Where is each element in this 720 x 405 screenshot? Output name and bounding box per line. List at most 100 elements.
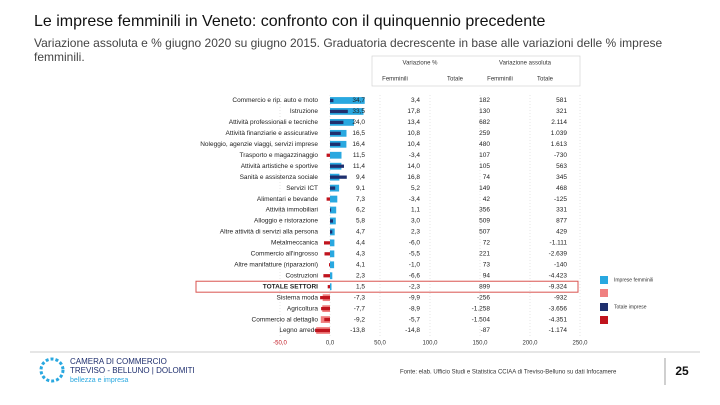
value-label: 9,4 bbox=[356, 174, 365, 181]
table-cell: -1.258 bbox=[472, 305, 491, 312]
category-label: Alloggio e ristorazione bbox=[254, 218, 318, 225]
table-cell: 480 bbox=[479, 141, 490, 148]
category-label: Sistema moda bbox=[276, 294, 318, 301]
value-label: -9,2 bbox=[354, 316, 366, 323]
value-label: 4,4 bbox=[356, 240, 365, 247]
table-cell: -256 bbox=[477, 294, 490, 301]
bar bbox=[330, 142, 341, 146]
table-cell: 877 bbox=[556, 218, 567, 225]
x-tick-label: 150,0 bbox=[472, 341, 488, 347]
legend-label: Imprese femminili bbox=[614, 277, 653, 283]
table-cell: 1.613 bbox=[551, 141, 568, 148]
category-label: Trasporto e magazzinaggio bbox=[239, 152, 318, 159]
value-label: -2,3 bbox=[409, 283, 421, 290]
bar bbox=[330, 228, 335, 236]
column-header: Femminili bbox=[487, 77, 513, 83]
bar bbox=[324, 252, 330, 256]
group-header: Variazione % bbox=[403, 61, 439, 67]
bar bbox=[330, 164, 344, 168]
bar bbox=[330, 97, 365, 104]
value-label: -5,7 bbox=[409, 316, 421, 323]
value-label: 6,2 bbox=[356, 207, 365, 214]
bar bbox=[326, 197, 330, 201]
bar bbox=[315, 328, 330, 333]
bar bbox=[321, 306, 330, 311]
value-label: 14,0 bbox=[407, 163, 420, 170]
value-label: -6,0 bbox=[409, 240, 421, 247]
category-label: Altre attività di servizi alla persona bbox=[220, 229, 319, 236]
table-cell: 321 bbox=[556, 108, 567, 115]
bar bbox=[330, 151, 342, 159]
table-cell: 149 bbox=[479, 185, 490, 192]
legend-swatch bbox=[600, 289, 608, 297]
bar bbox=[330, 230, 333, 234]
x-tick-label: 250,0 bbox=[572, 341, 588, 347]
value-label: 2,3 bbox=[356, 272, 365, 279]
bar bbox=[330, 283, 332, 291]
category-label: Commercio al dettaglio bbox=[252, 316, 319, 323]
bar bbox=[323, 274, 330, 278]
table-cell: -2.639 bbox=[549, 251, 568, 258]
source: Fonte: elab. Ufficio Studi e Statistica … bbox=[400, 370, 617, 376]
table-cell: -730 bbox=[554, 152, 567, 159]
table-cell: 356 bbox=[479, 207, 490, 214]
bar bbox=[330, 98, 334, 103]
bar bbox=[330, 131, 341, 135]
value-label: 33,5 bbox=[352, 108, 365, 115]
value-label: 16,4 bbox=[352, 141, 365, 148]
table-cell: 74 bbox=[483, 174, 491, 181]
table-cell: 429 bbox=[556, 229, 567, 236]
table-cell: 682 bbox=[479, 119, 490, 126]
table-cell: 182 bbox=[479, 97, 490, 104]
logo bbox=[39, 357, 65, 383]
table-cell: 221 bbox=[479, 251, 490, 258]
category-label: Servizi ICT bbox=[286, 185, 318, 192]
legend-label: Totale imprese bbox=[614, 304, 647, 310]
category-label: Istruzione bbox=[290, 108, 319, 115]
bar bbox=[330, 120, 344, 125]
category-label: Metalmeccanica bbox=[271, 240, 318, 247]
bar bbox=[326, 153, 330, 157]
x-tick-label: 0,0 bbox=[326, 341, 335, 347]
category-label: TOTALE SETTORI bbox=[263, 283, 318, 290]
page-number: 25 bbox=[675, 364, 689, 378]
category-label: Commercio all'ingrosso bbox=[251, 251, 319, 258]
value-label: 1,1 bbox=[411, 207, 420, 214]
table-cell: 331 bbox=[556, 207, 567, 214]
bar bbox=[330, 219, 333, 223]
table-cell: -87 bbox=[481, 327, 491, 334]
category-label: Attività artistiche e sportive bbox=[241, 163, 319, 170]
x-tick-label: 100,0 bbox=[422, 341, 438, 347]
category-label: Altre manifatture (riparazioni) bbox=[234, 262, 318, 269]
table-cell: -932 bbox=[554, 294, 567, 301]
table-cell: -125 bbox=[554, 196, 567, 203]
category-label: Attività finanziarie e assicurative bbox=[226, 130, 319, 137]
logo-text: bellezza e impresa bbox=[70, 377, 128, 384]
group-header: Variazione assoluta bbox=[499, 61, 552, 67]
x-tick-label: 50,0 bbox=[374, 341, 386, 347]
header-box bbox=[371, 55, 581, 87]
table-cell: 468 bbox=[556, 185, 567, 192]
category-label: Noleggio, agenzie viaggi, servizi impres… bbox=[200, 141, 318, 148]
value-label: 9,1 bbox=[356, 185, 365, 192]
bar bbox=[330, 208, 332, 212]
table-cell: 259 bbox=[479, 130, 490, 137]
value-label: 7,3 bbox=[356, 196, 365, 203]
table-cell: -1.174 bbox=[549, 327, 568, 334]
category-label: Sanità e assistenza sociale bbox=[240, 174, 319, 181]
logo-text: TREVISO - BELLUNO | DOLOMITI bbox=[70, 366, 195, 375]
table-cell: 899 bbox=[479, 283, 490, 290]
table-cell: -9.324 bbox=[549, 283, 568, 290]
bar bbox=[324, 241, 330, 245]
table-cell: 563 bbox=[556, 163, 567, 170]
value-label: 10,4 bbox=[407, 141, 420, 148]
table-cell: 42 bbox=[483, 196, 491, 203]
value-label: 1,5 bbox=[356, 283, 365, 290]
table-cell: 73 bbox=[483, 262, 491, 269]
value-label: -1,0 bbox=[409, 262, 421, 269]
bar bbox=[330, 175, 347, 179]
value-label: -3,4 bbox=[409, 196, 421, 203]
bar bbox=[330, 109, 348, 114]
column-header: Totale bbox=[447, 77, 464, 83]
